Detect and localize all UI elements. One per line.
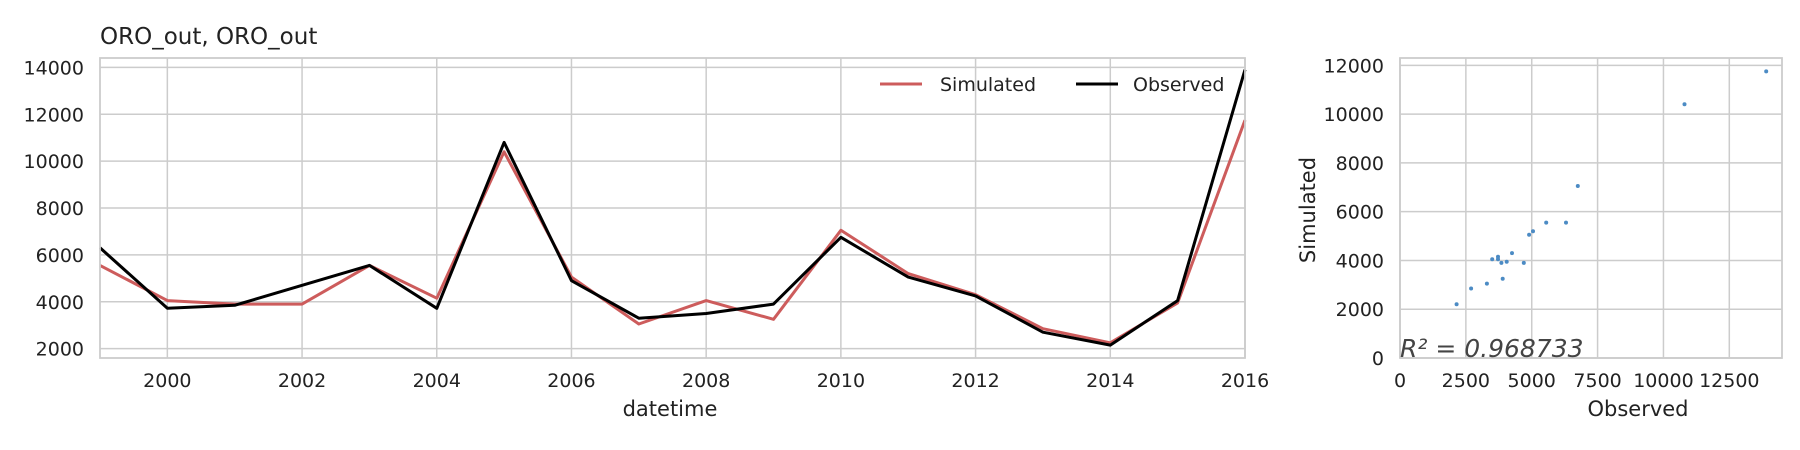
scatter-point — [1521, 260, 1526, 265]
line-chart-y-tick-8000: 8000 — [36, 198, 84, 220]
scatter-chart-x-ticks: 0 2500 5000 7500 10000 12500 — [1394, 370, 1760, 392]
scatter-chart-y-tick-6000: 6000 — [1336, 202, 1384, 224]
scatter-chart-y-tick-8000: 8000 — [1336, 153, 1384, 175]
line-chart-legend: Simulated Observed — [880, 74, 1224, 96]
line-chart-x-tick-2014: 2014 — [1086, 370, 1134, 392]
line-chart-y-tick-14000: 14000 — [24, 57, 84, 79]
scatter-point — [1544, 220, 1549, 225]
series-line-simulated — [99, 119, 1247, 345]
scatter-point — [1682, 102, 1687, 107]
scatter-point — [1764, 69, 1769, 74]
line-chart-frame — [99, 57, 1246, 359]
scatter-point — [1510, 251, 1514, 256]
line-chart-x-tick-2010: 2010 — [817, 370, 865, 392]
scatter-point — [1504, 259, 1509, 264]
scatter-chart-y-tick-2000: 2000 — [1336, 299, 1384, 321]
line-chart: ORO_out, ORO_out 2000 2002 2004 2006 2008 201… — [24, 24, 1270, 421]
scatter-chart-frame — [1399, 57, 1783, 359]
scatter-point — [1454, 302, 1459, 307]
line-chart-x-tick-2002: 2002 — [278, 370, 326, 392]
line-chart-x-tick-2008: 2008 — [682, 370, 730, 392]
scatter-chart-x-tick-5000: 5000 — [1508, 370, 1556, 392]
line-chart-series — [98, 69, 1247, 347]
line-chart-x-tick-2000: 2000 — [143, 370, 191, 392]
scatter-point — [1531, 229, 1535, 234]
line-chart-x-tick-2016: 2016 — [1221, 370, 1269, 392]
series-line-observed — [98, 69, 1247, 347]
line-chart-x-tick-2006: 2006 — [547, 370, 595, 392]
scatter-chart-y-ticks: 0 2000 4000 6000 8000 10000 12000 — [1324, 55, 1384, 370]
scatter-chart-x-tick-12500: 12500 — [1699, 370, 1759, 392]
line-chart-y-ticks: 2000 4000 6000 8000 10000 12000 14000 — [24, 57, 84, 360]
scatter-chart-x-tick-2500: 2500 — [1442, 370, 1490, 392]
scatter-chart: 0 2500 5000 7500 10000 12500 0 2000 4000 6000 800… — [1296, 55, 1783, 421]
legend-label-observed: Observed — [1133, 74, 1224, 96]
scatter-chart-y-tick-10000: 10000 — [1324, 104, 1384, 126]
r-squared-annotation: R² = 0.968733 — [1400, 334, 1584, 363]
scatter-chart-x-tick-7500: 7500 — [1573, 370, 1621, 392]
scatter-point — [1500, 276, 1505, 281]
scatter-chart-x-axis-label: Observed — [1587, 397, 1688, 421]
scatter-chart-y-tick-4000: 4000 — [1336, 250, 1384, 272]
scatter-point — [1575, 184, 1580, 188]
line-chart-x-ticks: 2000 2002 2004 2006 2008 2010 2012 2014 2016 — [143, 370, 1269, 392]
scatter-chart-x-tick-10000: 10000 — [1633, 370, 1693, 392]
legend-label-simulated: Simulated — [940, 74, 1036, 96]
scatter-chart-x-tick-0: 0 — [1394, 370, 1406, 392]
scatter-chart-y-axis-label: Simulated — [1296, 157, 1320, 263]
scatter-point — [1564, 220, 1568, 225]
line-chart-y-tick-12000: 12000 — [24, 104, 84, 126]
line-chart-y-tick-2000: 2000 — [36, 339, 84, 361]
line-chart-x-tick-2012: 2012 — [951, 370, 999, 392]
scatter-chart-y-tick-12000: 12000 — [1324, 55, 1384, 77]
line-chart-x-tick-2004: 2004 — [413, 370, 461, 392]
scatter-point — [1499, 260, 1504, 265]
scatter-chart-points — [1454, 69, 1769, 307]
line-chart-y-tick-6000: 6000 — [36, 245, 84, 267]
scatter-point — [1469, 286, 1474, 291]
scatter-point — [1496, 254, 1500, 259]
scatter-chart-y-tick-0: 0 — [1372, 348, 1384, 370]
scatter-point — [1484, 281, 1489, 286]
scatter-point — [1527, 232, 1532, 237]
line-chart-grid — [100, 58, 1246, 358]
line-chart-y-tick-10000: 10000 — [24, 151, 84, 173]
scatter-point — [1490, 257, 1495, 262]
scatter-chart-grid — [1399, 58, 1782, 359]
line-chart-y-tick-4000: 4000 — [36, 292, 84, 314]
line-chart-x-axis-label: datetime — [623, 397, 718, 421]
line-chart-title: ORO_out, ORO_out — [100, 24, 317, 50]
